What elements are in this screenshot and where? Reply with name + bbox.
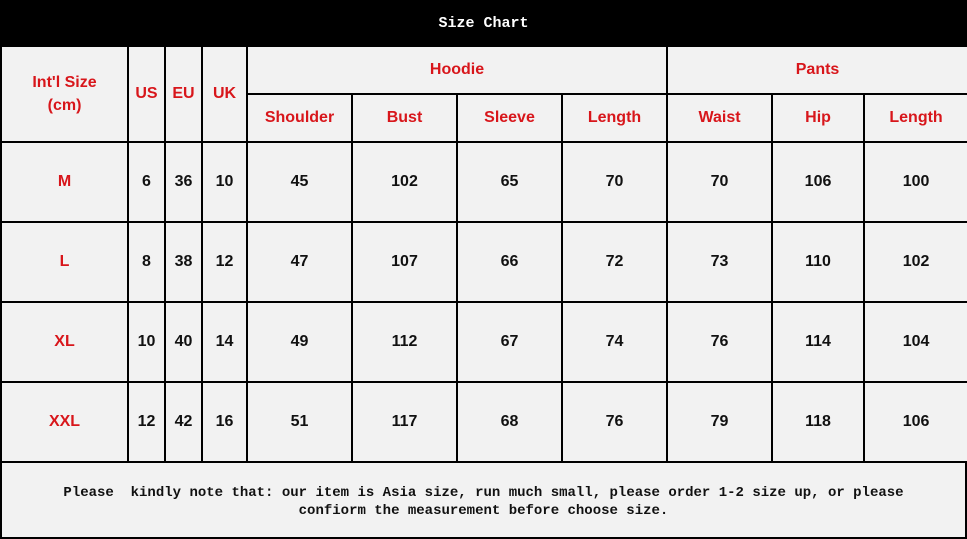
table-cell: 70 (666, 141, 774, 223)
table-cell: 79 (666, 381, 774, 463)
table-cell: 67 (456, 301, 563, 383)
size-label: XXL (0, 381, 129, 463)
header-hoodie: Hoodie (245, 45, 669, 95)
table-cell: 36 (164, 141, 203, 223)
table-cell: 102 (863, 221, 967, 303)
size-label: M (0, 141, 129, 223)
page-title: Size Chart (0, 0, 967, 45)
table-cell: 106 (863, 381, 967, 463)
table-cell: 107 (351, 221, 458, 303)
table-cell: 14 (201, 301, 248, 383)
table-cell: 47 (246, 221, 353, 303)
table-cell: 10 (127, 301, 166, 383)
table-cell: 72 (560, 221, 669, 303)
table-cell: 74 (560, 301, 669, 383)
header-us: US (127, 45, 166, 143)
table-cell: 65 (456, 141, 563, 223)
size-label: L (0, 221, 129, 303)
table-cell: 12 (201, 221, 248, 303)
table-cell: 76 (666, 301, 774, 383)
header-bust: Bust (351, 93, 458, 143)
table-cell: 8 (127, 221, 166, 303)
table-cell: 102 (351, 141, 458, 223)
table-row: M 6 36 10 45 102 65 70 70 106 100 (0, 141, 967, 223)
header-eu: EU (164, 45, 203, 143)
table-cell: 38 (164, 221, 203, 303)
size-label: XL (0, 301, 129, 383)
size-table: Int'l Size (cm) US EU UK Hoodie Pants Sh… (0, 45, 967, 463)
table-cell: 42 (164, 381, 203, 463)
header-intl-size: Int'l Size (cm) (0, 45, 129, 143)
table-cell: 70 (560, 141, 669, 223)
header-pants: Pants (666, 45, 967, 95)
table-cell: 10 (201, 141, 248, 223)
header-pants-length: Length (863, 93, 967, 143)
table-cell: 51 (246, 381, 353, 463)
header-waist: Waist (666, 93, 774, 143)
table-cell: 76 (560, 381, 669, 463)
note-line-2: confiorm the measurement before choose s… (298, 503, 669, 519)
header-sleeve: Sleeve (456, 93, 563, 143)
table-cell: 117 (351, 381, 458, 463)
header-uk: UK (201, 45, 248, 143)
size-note: Please kindly note that: our item is Asi… (0, 463, 967, 539)
header-shoulder: Shoulder (246, 93, 353, 143)
header-hoodie-length: Length (560, 93, 669, 143)
table-cell: 6 (127, 141, 166, 223)
table-cell: 112 (351, 301, 458, 383)
table-cell: 40 (164, 301, 203, 383)
header-hip: Hip (771, 93, 866, 143)
table-row: XXL 12 42 16 51 117 68 76 79 118 106 (0, 381, 967, 463)
table-cell: 114 (771, 301, 866, 383)
table-cell: 45 (246, 141, 353, 223)
table-cell: 16 (201, 381, 248, 463)
table-row: L 8 38 12 47 107 66 72 73 110 102 (0, 221, 967, 303)
table-cell: 49 (246, 301, 353, 383)
table-cell: 66 (456, 221, 563, 303)
table-cell: 73 (666, 221, 774, 303)
table-cell: 100 (863, 141, 967, 223)
table-cell: 110 (771, 221, 866, 303)
table-cell: 106 (771, 141, 866, 223)
table-cell: 118 (771, 381, 866, 463)
note-line-1: Please kindly note that: our item is Asi… (63, 485, 904, 501)
table-cell: 68 (456, 381, 563, 463)
table-cell: 12 (127, 381, 166, 463)
table-row: XL 10 40 14 49 112 67 74 76 114 104 (0, 301, 967, 383)
table-cell: 104 (863, 301, 967, 383)
